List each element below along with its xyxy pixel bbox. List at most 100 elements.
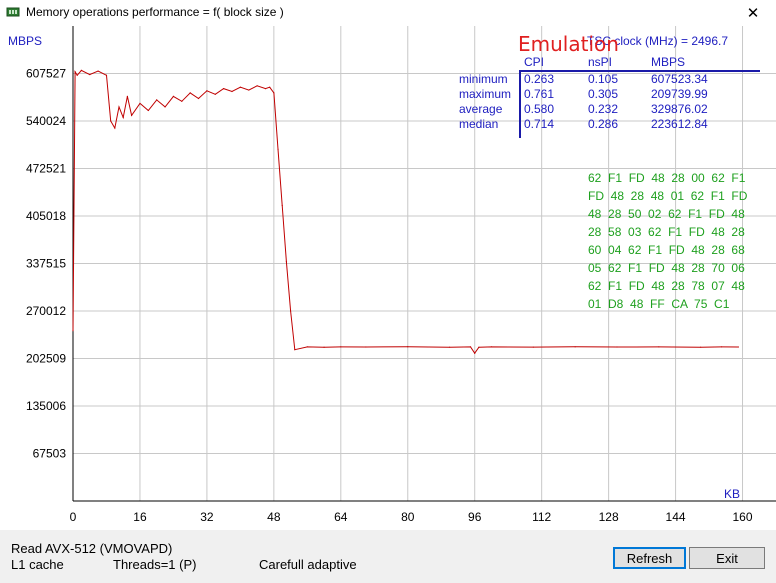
data-point <box>147 109 149 112</box>
data-point <box>181 100 183 102</box>
hex-dump-line: 62 F1 FD 48 28 78 07 48 <box>588 279 745 293</box>
stats-cpi-value: 0.263 <box>524 72 554 86</box>
stats-nspi-value: 0.232 <box>588 102 618 116</box>
data-point <box>474 352 476 354</box>
y-tick-label: 540024 <box>26 114 66 128</box>
data-point <box>323 346 325 348</box>
threads-label: Threads=1 (P) <box>113 557 197 572</box>
data-point <box>289 310 292 312</box>
y-tick-label: 337515 <box>26 257 66 271</box>
stats-row-label: minimum <box>459 72 508 86</box>
data-point <box>126 95 128 97</box>
x-tick-label: 64 <box>334 510 348 524</box>
data-point <box>114 127 116 129</box>
stats-mbps-value: 329876.02 <box>651 102 708 116</box>
data-point <box>239 86 241 88</box>
data-point <box>214 93 216 95</box>
y-tick-label: 270012 <box>26 304 66 318</box>
hex-dump-line: 05 62 F1 FD 48 28 70 06 <box>588 261 745 275</box>
hex-dump-line: 01 D8 48 FF CA 75 C1 <box>588 297 730 311</box>
x-tick-label: 96 <box>468 510 482 524</box>
exit-button[interactable]: Exit <box>689 547 765 569</box>
data-point <box>256 85 258 87</box>
data-point <box>164 106 166 108</box>
stats-nspi-value: 0.286 <box>588 117 618 131</box>
data-point <box>80 69 82 71</box>
data-point <box>285 261 288 263</box>
cache-label: L1 cache <box>11 557 64 572</box>
data-point <box>273 92 275 94</box>
data-point <box>130 114 133 116</box>
data-point <box>294 349 296 351</box>
hex-dump-line: 62 F1 FD 48 28 00 62 F1 <box>588 171 746 185</box>
window-title: Memory operations performance = f( block… <box>26 5 284 19</box>
data-point <box>223 88 225 90</box>
data-point <box>197 97 200 100</box>
data-point <box>189 92 191 94</box>
data-point <box>172 95 175 97</box>
data-point <box>574 346 576 348</box>
data-point <box>469 346 472 348</box>
memory-chip-icon <box>6 7 20 17</box>
refresh-button[interactable]: Refresh <box>613 547 686 569</box>
data-point <box>616 346 618 348</box>
y-tick-label: 67503 <box>33 447 67 461</box>
performance-chart: 67503 135006 202509 270012 337515 405018 47252… <box>8 26 776 524</box>
stats-nspi-value: 0.105 <box>588 72 618 86</box>
data-point <box>281 204 283 207</box>
y-tick-label: 405018 <box>26 209 66 223</box>
hex-dump-line: 48 28 50 02 62 F1 FD 48 <box>588 207 745 221</box>
stats-mbps-value: 223612.84 <box>651 117 708 131</box>
data-point <box>76 74 78 76</box>
x-tick-label: 80 <box>401 510 415 524</box>
stats-mbps-value: 607523.34 <box>651 72 708 86</box>
data-point <box>449 346 451 348</box>
data-point <box>89 73 91 76</box>
data-point <box>658 346 660 348</box>
data-point <box>122 116 124 119</box>
data-point <box>721 346 723 348</box>
data-point <box>407 346 409 348</box>
chart-area: 67503 135006 202509 270012 337515 405018 47252… <box>0 26 776 530</box>
x-tick-label: 128 <box>599 510 619 524</box>
close-button[interactable]: ✕ <box>746 5 760 22</box>
data-point <box>110 120 112 122</box>
x-tick-label: 16 <box>133 510 147 524</box>
stats-cpi-value: 0.580 <box>524 102 554 116</box>
x-tick-label: 144 <box>666 510 686 524</box>
stats-mbps-value: 209739.99 <box>651 87 708 101</box>
x-tick-label: 48 <box>267 510 281 524</box>
operation-label: Read AVX-512 (VMOVAPD) <box>11 541 173 556</box>
emulation-label: Emulation <box>518 32 619 56</box>
data-point <box>231 90 233 93</box>
x-tick-label: 112 <box>532 510 551 524</box>
stats-cpi-value: 0.761 <box>524 87 554 101</box>
data-point <box>478 346 480 348</box>
stats-header: nsPI <box>588 55 612 69</box>
stats-row-label: maximum <box>459 87 511 101</box>
stats-row-label: median <box>459 117 498 131</box>
y-tick-label: 202509 <box>26 352 66 366</box>
x-axis-title: KB <box>724 487 740 501</box>
data-point <box>269 86 271 88</box>
y-axis-title: MBPS <box>8 34 42 48</box>
x-tick-label: 32 <box>200 510 214 524</box>
data-point <box>737 346 739 348</box>
data-point <box>105 74 108 76</box>
data-point <box>365 346 367 348</box>
hex-dump-line: 28 58 03 62 F1 FD 48 28 <box>588 225 745 239</box>
data-point <box>74 71 76 73</box>
data-point <box>340 346 342 348</box>
data-point <box>139 102 141 105</box>
stats-header: MBPS <box>651 55 685 69</box>
y-tick-label: 135006 <box>26 399 66 413</box>
hex-dump-line: 60 04 62 F1 FD 48 28 68 <box>588 243 745 257</box>
x-tick-label: 0 <box>70 510 77 524</box>
data-point <box>264 88 267 90</box>
data-point <box>248 89 250 91</box>
data-point <box>532 346 534 348</box>
x-tick-label: 160 <box>733 510 753 524</box>
stats-nspi-value: 0.305 <box>588 87 618 101</box>
data-point <box>490 346 493 348</box>
y-tick-label: 607527 <box>26 67 66 81</box>
